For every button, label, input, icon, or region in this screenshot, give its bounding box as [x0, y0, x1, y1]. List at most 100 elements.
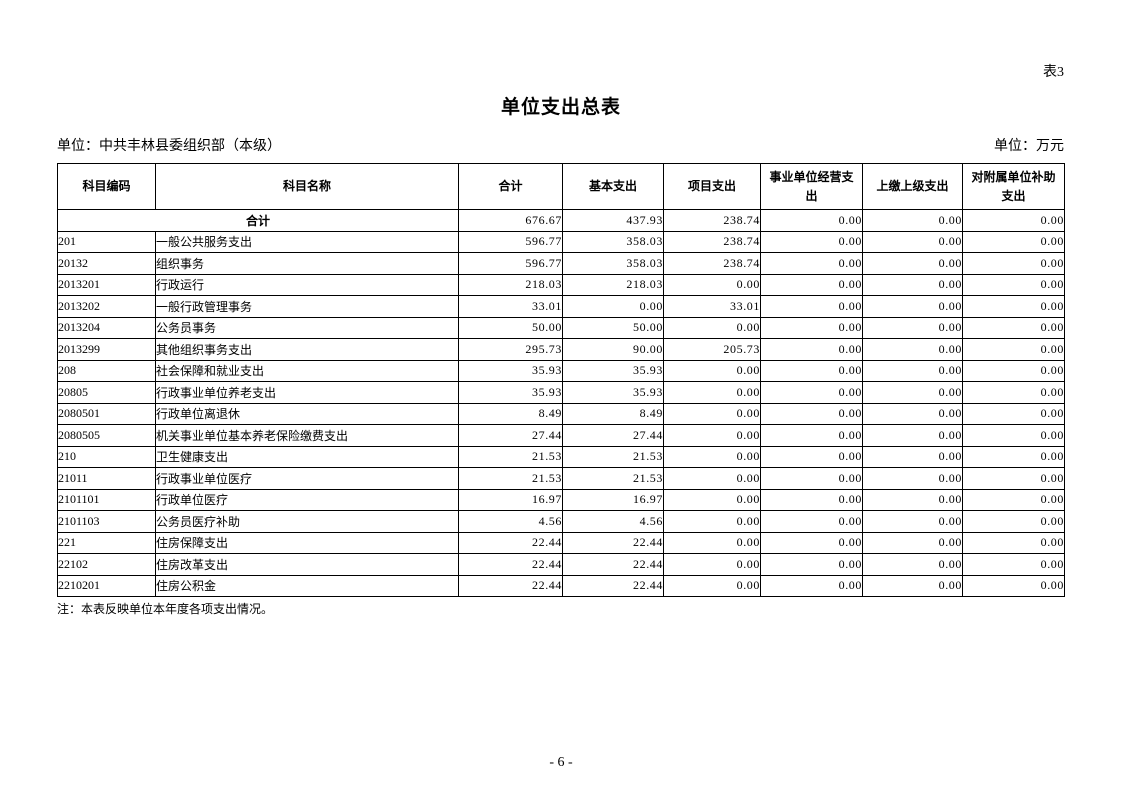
value-cell: 0.00: [862, 424, 963, 447]
value-cell: 0.00: [862, 467, 963, 490]
value-cell: 0.00: [962, 424, 1065, 447]
value-cell: 0.00: [962, 209, 1065, 232]
value-cell: 0.00: [663, 488, 761, 511]
value-cell: 21.53: [458, 467, 563, 490]
subject-code-cell: 208: [57, 359, 156, 382]
value-cell: 0.00: [760, 402, 863, 425]
value-cell: 0.00: [760, 467, 863, 490]
value-cell: 0.00: [962, 488, 1065, 511]
subject-code-cell: 2013202: [57, 295, 156, 318]
value-cell: 22.44: [458, 531, 563, 554]
value-cell: 22.44: [562, 574, 664, 597]
value-cell: 0.00: [862, 381, 963, 404]
value-cell: 0.00: [760, 381, 863, 404]
subject-name-cell: 一般公共服务支出: [155, 230, 459, 253]
subject-code-cell: 2210201: [57, 574, 156, 597]
value-cell: 238.74: [663, 252, 761, 275]
value-cell: 0.00: [663, 316, 761, 339]
value-cell: 0.00: [862, 553, 963, 576]
subject-code-cell: 221: [57, 531, 156, 554]
unit-currency: 单位：万元: [994, 139, 1064, 154]
value-cell: 0.00: [862, 338, 963, 361]
value-cell: 0.00: [663, 467, 761, 490]
column-header-3: 基本支出: [562, 163, 664, 210]
subject-name-cell: 机关事业单位基本养老保险缴费支出: [155, 424, 459, 447]
value-cell: 22.44: [458, 553, 563, 576]
subject-code-cell: 22102: [57, 553, 156, 576]
column-header-0: 科目编码: [57, 163, 156, 210]
value-cell: 676.67: [458, 209, 563, 232]
value-cell: 0.00: [962, 574, 1065, 597]
header-row: 科目编码 科目名称 合计 基本支出 项目支出 事业单位经营支出 上缴上级支出 对附属单位补助支…: [57, 163, 1065, 210]
value-cell: 27.44: [562, 424, 664, 447]
value-cell: 0.00: [862, 295, 963, 318]
table-row: 2013299 其他组织事务支出 295.73 90.00 205.73 0.00 0.00…: [57, 338, 1065, 361]
value-cell: 0.00: [962, 316, 1065, 339]
subject-code-cell: 201: [57, 230, 156, 253]
value-cell: 27.44: [458, 424, 563, 447]
value-cell: 0.00: [663, 553, 761, 576]
value-cell: 0.00: [760, 252, 863, 275]
value-cell: 50.00: [458, 316, 563, 339]
value-cell: 0.00: [962, 467, 1065, 490]
value-cell: 35.93: [562, 359, 664, 382]
table-row: 2210201 住房公积金 22.44 22.44 0.00 0.00 0.00 0.00: [57, 574, 1065, 597]
value-cell: 358.03: [562, 230, 664, 253]
total-row: 合计 676.67 437.93 238.74 0.00 0.00 0.00: [57, 209, 1065, 232]
table-row: 2013202 一般行政管理事务 33.01 0.00 33.01 0.00 0.00 0.0…: [57, 295, 1065, 318]
subject-code-cell: 2101103: [57, 510, 156, 533]
value-cell: 0.00: [760, 359, 863, 382]
subject-code-cell: 2080501: [57, 402, 156, 425]
value-cell: 0.00: [663, 381, 761, 404]
value-cell: 0.00: [962, 445, 1065, 468]
subject-name-cell: 公务员事务: [155, 316, 459, 339]
value-cell: 0.00: [760, 510, 863, 533]
subject-code-cell: 20132: [57, 252, 156, 275]
table-row: 210 卫生健康支出 21.53 21.53 0.00 0.00 0.00 0.00: [57, 445, 1065, 468]
value-cell: 596.77: [458, 252, 563, 275]
expenditure-table: 科目编码 科目名称 合计 基本支出 项目支出 事业单位经营支出 上缴上级支出 对附属单位补助支…: [57, 163, 1065, 597]
subject-code-cell: 20805: [57, 381, 156, 404]
subject-name-cell: 公务员医疗补助: [155, 510, 459, 533]
table-row: 208 社会保障和就业支出 35.93 35.93 0.00 0.00 0.00 0.00: [57, 359, 1065, 382]
page-number: - 6 -: [549, 755, 573, 770]
column-header-4: 项目支出: [663, 163, 761, 210]
value-cell: 0.00: [760, 230, 863, 253]
table-row: 2101101 行政单位医疗 16.97 16.97 0.00 0.00 0.00 0.00: [57, 488, 1065, 511]
subject-name-cell: 行政单位医疗: [155, 488, 459, 511]
value-cell: 0.00: [760, 295, 863, 318]
table-row: 2013201 行政运行 218.03 218.03 0.00 0.00 0.00 0.00: [57, 273, 1065, 296]
value-cell: 0.00: [962, 402, 1065, 425]
value-cell: 50.00: [562, 316, 664, 339]
value-cell: 0.00: [760, 316, 863, 339]
page-title: 单位支出总表: [500, 97, 621, 118]
value-cell: 21.53: [562, 467, 664, 490]
value-cell: 205.73: [663, 338, 761, 361]
value-cell: 0.00: [962, 230, 1065, 253]
value-cell: 8.49: [458, 402, 563, 425]
value-cell: 0.00: [862, 316, 963, 339]
value-cell: 0.00: [862, 230, 963, 253]
table-row: 21011 行政事业单位医疗 21.53 21.53 0.00 0.00 0.00 0.00: [57, 467, 1065, 490]
subject-name-cell: 一般行政管理事务: [155, 295, 459, 318]
value-cell: 0.00: [862, 531, 963, 554]
value-cell: 238.74: [663, 230, 761, 253]
table-note: 注：本表反映单位本年度各项支出情况。: [57, 602, 274, 616]
value-cell: 218.03: [562, 273, 664, 296]
value-cell: 0.00: [562, 295, 664, 318]
value-cell: 35.93: [458, 359, 563, 382]
value-cell: 0.00: [862, 574, 963, 597]
value-cell: 33.01: [458, 295, 563, 318]
value-cell: 0.00: [962, 252, 1065, 275]
column-header-6: 上缴上级支出: [862, 163, 963, 210]
value-cell: 21.53: [562, 445, 664, 468]
table-tag: 表3: [1043, 65, 1064, 80]
value-cell: 0.00: [862, 209, 963, 232]
value-cell: 21.53: [458, 445, 563, 468]
value-cell: 22.44: [562, 553, 664, 576]
value-cell: 0.00: [663, 531, 761, 554]
total-label-cell: 合计: [57, 209, 459, 232]
subject-code-cell: 2013299: [57, 338, 156, 361]
subject-code-cell: 21011: [57, 467, 156, 490]
